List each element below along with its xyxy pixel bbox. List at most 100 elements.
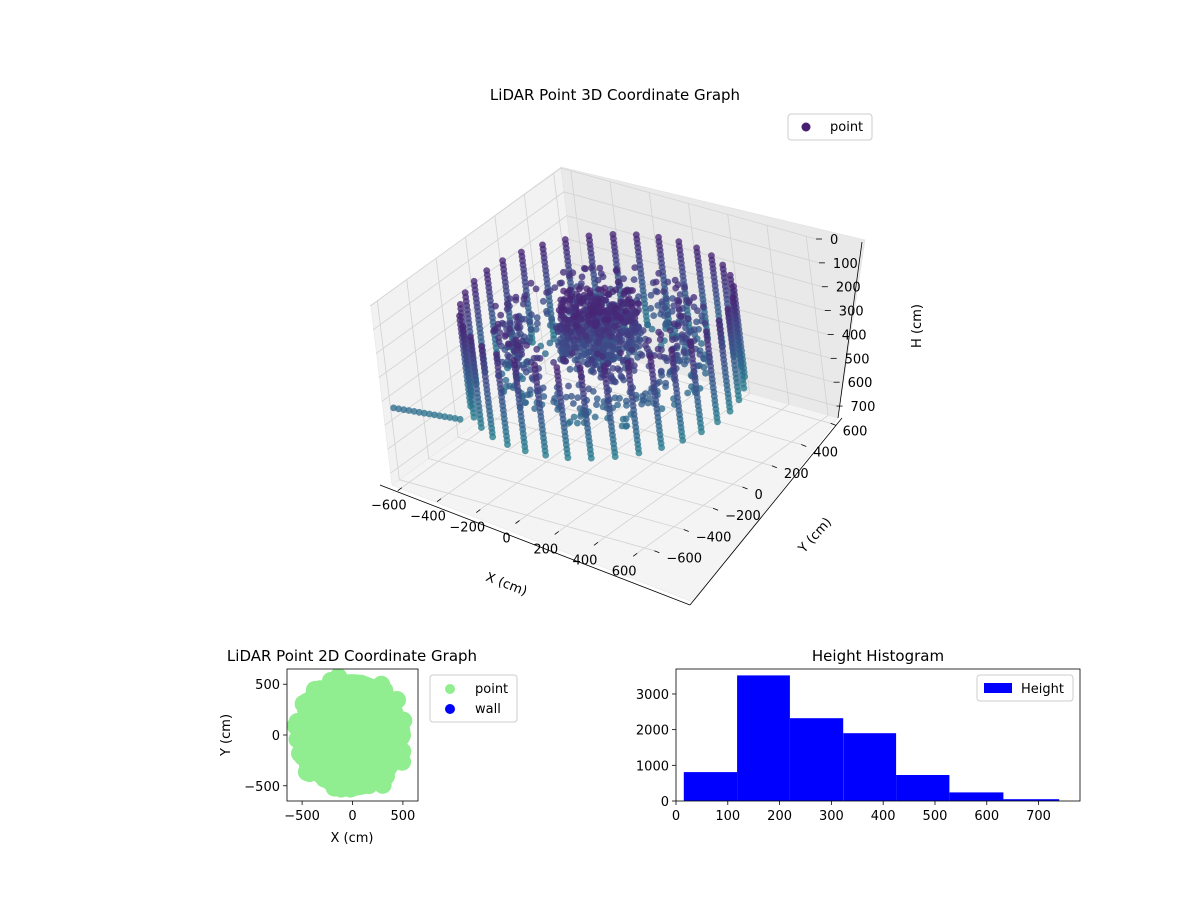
point-3d	[571, 344, 578, 352]
y-axis-label-2d: Y (cm)	[219, 714, 234, 757]
point-region-2d	[287, 669, 413, 798]
point-3d	[528, 311, 535, 319]
point-3d	[563, 325, 571, 332]
tick-label-x-3d: −200	[449, 521, 485, 536]
tick-label-y-3d: −400	[696, 530, 732, 545]
point-3d	[518, 350, 526, 358]
point-3d	[681, 283, 688, 291]
point-3d	[512, 293, 520, 301]
point-3d	[680, 349, 688, 356]
point-cloud-3d	[390, 231, 748, 462]
tick-label-x-3d: 600	[612, 564, 637, 579]
tick-label-x-hist: 0	[672, 809, 680, 824]
point-3d	[609, 365, 617, 372]
point-3d	[415, 408, 423, 416]
grid-line-z	[381, 263, 828, 402]
point-3d	[604, 316, 611, 324]
point-3d	[478, 424, 485, 431]
tick-mark-y-3d	[654, 550, 660, 554]
tick-label-z-3d: 500	[845, 352, 870, 367]
point-3d	[566, 295, 574, 303]
point-3d	[395, 405, 403, 413]
point-3d	[602, 342, 610, 349]
grid-line-z	[369, 167, 817, 307]
point-3d	[586, 289, 594, 297]
point-3d	[624, 296, 632, 304]
point-3d	[568, 350, 576, 357]
point-3d	[563, 289, 571, 297]
legend-3d-frame	[787, 113, 873, 141]
point-3d	[573, 333, 581, 341]
point-3d	[596, 309, 604, 317]
point-3d	[526, 366, 534, 373]
point-3d	[582, 265, 589, 273]
grid-line-y	[458, 436, 714, 509]
point-3d	[565, 382, 572, 390]
tick-mark-x-3d	[436, 498, 442, 502]
z-axis-line	[837, 241, 863, 419]
point-3d	[663, 354, 670, 362]
point-3d	[726, 407, 734, 415]
point-3d	[576, 285, 583, 293]
histogram-bars	[683, 675, 1060, 801]
tick-label-x-hist: 600	[974, 809, 999, 824]
point-3d	[506, 319, 514, 327]
point-3d	[699, 303, 707, 310]
point-3d	[584, 360, 591, 368]
point-3d	[623, 340, 630, 348]
tick-mark-x-3d	[515, 520, 520, 524]
point-3d	[540, 393, 548, 400]
tick-mark-y-3d	[683, 529, 689, 532]
point-3d	[519, 337, 526, 345]
histogram-bar	[737, 675, 790, 801]
tick-label-x-2d: −500	[284, 809, 320, 824]
histogram-bar	[683, 772, 738, 801]
point-3d	[676, 291, 684, 298]
point-3d	[622, 397, 630, 405]
point-3d	[617, 298, 624, 305]
point-3d	[611, 322, 618, 330]
point-3d	[611, 394, 619, 402]
point-3d	[514, 342, 522, 349]
point-3d	[451, 415, 459, 422]
point-3d	[495, 334, 502, 342]
point-3d	[597, 332, 605, 339]
point-3d	[672, 284, 680, 292]
point-3d	[698, 312, 706, 320]
point-3d	[512, 313, 520, 321]
point-3d	[557, 308, 565, 316]
point-3d	[470, 413, 478, 421]
point-3d	[645, 337, 652, 344]
point-3d	[592, 322, 599, 330]
point-3d	[647, 304, 655, 312]
point-3d	[614, 278, 622, 286]
point-3d	[573, 322, 580, 330]
point-3d	[521, 447, 529, 455]
point-3d	[684, 315, 692, 323]
tick-mark-x-3d	[554, 531, 559, 535]
point-3d	[426, 410, 433, 418]
x-axis-line	[379, 484, 691, 606]
point-3d	[564, 454, 572, 462]
point-3d	[740, 384, 748, 392]
point-3d	[531, 405, 539, 412]
point-3d	[654, 345, 662, 353]
point-3d	[578, 352, 585, 360]
x-axis-label-3d: X (cm)	[483, 570, 529, 599]
ticks-2d: −500 0 500 −500 0 500	[244, 678, 415, 824]
y-axis-line	[689, 417, 843, 606]
point-3d	[685, 299, 693, 307]
point-3d	[655, 328, 663, 336]
point-3d	[543, 310, 551, 317]
point-3d	[591, 413, 599, 421]
point-3d	[539, 297, 547, 305]
tick-mark-y-3d	[771, 465, 778, 469]
point-3d	[600, 326, 608, 334]
point-3d	[631, 314, 639, 322]
ticks-histogram: 0 100 200 300 400 500 600 700 0 1000 2000 3000	[636, 688, 1051, 824]
point-3d	[533, 345, 541, 353]
point-3d	[441, 413, 449, 421]
tick-label-z-3d: 600	[848, 376, 873, 391]
point-3d	[551, 395, 558, 402]
point-3d	[617, 338, 624, 345]
